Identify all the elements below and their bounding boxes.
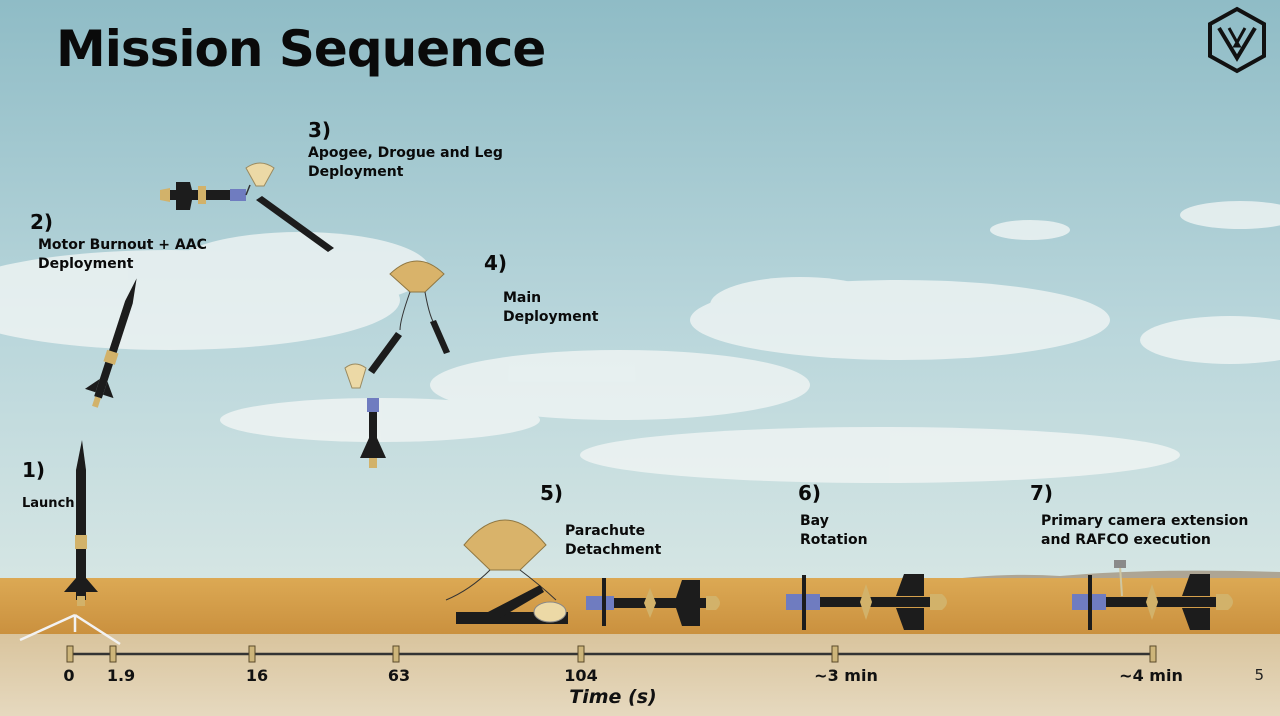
step-6-label: Bay Rotation xyxy=(800,513,868,548)
step-7-number: 7) xyxy=(1030,481,1054,505)
tick-label: 0 xyxy=(63,666,75,685)
tick-label: 1.9 xyxy=(106,666,136,685)
step-1-number: 1) xyxy=(22,458,46,482)
hexagon-logo-icon xyxy=(1208,6,1266,74)
page-title: Mission Sequence xyxy=(56,20,546,78)
step-6-number: 6) xyxy=(798,481,822,505)
step-2-number: 2) xyxy=(30,210,54,234)
page-number: 5 xyxy=(1254,666,1264,684)
step-2-label: Motor Burnout + AAC Deployment xyxy=(38,237,207,272)
step-3-number: 3) xyxy=(308,118,332,142)
parachute-detached xyxy=(445,519,568,624)
step-1-label: Launch xyxy=(22,496,75,511)
tick-label: ~3 min xyxy=(814,666,878,685)
tick-label: 63 xyxy=(387,666,411,685)
rocket-main-deploy xyxy=(344,260,450,468)
rocket-detachment xyxy=(586,578,720,626)
tick-label: 104 xyxy=(564,666,598,685)
rocket-rafco xyxy=(1072,560,1233,630)
step-5-number: 5) xyxy=(540,481,564,505)
step-7-label: Primary camera extension and RAFCO execu… xyxy=(1041,513,1249,548)
step-5-label: Parachute Detachment xyxy=(565,523,662,558)
timeline-axis-title: Time (s) xyxy=(569,686,657,708)
rocket-bay-rotation xyxy=(786,574,947,630)
timeline-markers xyxy=(66,645,1157,663)
tick-label: 16 xyxy=(245,666,269,685)
launch-stand xyxy=(19,613,121,646)
rocket-burnout xyxy=(84,278,137,408)
rocket-launch xyxy=(64,440,98,606)
step-4-number: 4) xyxy=(484,251,508,275)
ground xyxy=(0,634,1280,716)
step-4-label: Main Deployment xyxy=(503,290,599,325)
clouds xyxy=(0,201,1280,483)
tick-label: ~4 min xyxy=(1119,666,1183,685)
rocket-apogee xyxy=(160,162,334,252)
step-3-label: Apogee, Drogue and Leg Deployment xyxy=(308,145,503,180)
